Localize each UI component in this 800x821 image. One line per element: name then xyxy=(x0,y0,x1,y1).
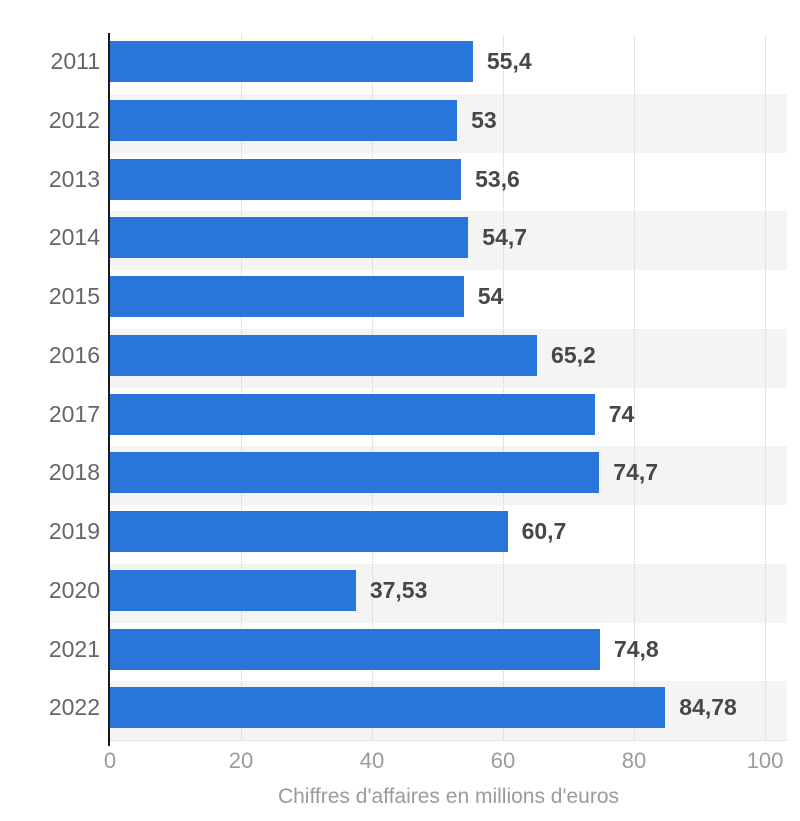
bar-2013[interactable] xyxy=(110,158,462,200)
chart-row: 2012 53 xyxy=(0,93,800,153)
category-label: 2014 xyxy=(48,224,100,251)
category-label: 2016 xyxy=(48,341,100,368)
chart-row: 2017 74 xyxy=(0,388,800,447)
value-label: 53 xyxy=(471,106,497,133)
chart-row: 2016 65,2 xyxy=(0,328,800,388)
value-label: 84,78 xyxy=(679,694,737,721)
gridline xyxy=(241,35,242,740)
chart-row: 2020 37,53 xyxy=(0,563,800,623)
value-label: 37,53 xyxy=(369,576,428,603)
x-axis-baseline xyxy=(110,740,787,741)
category-label: 2020 xyxy=(48,576,100,603)
value-label: 55,4 xyxy=(486,48,532,74)
gridline xyxy=(634,35,635,740)
category-label: 2021 xyxy=(48,635,100,662)
bar-2022[interactable] xyxy=(110,687,666,729)
x-tick-label: 60 xyxy=(490,748,516,773)
chart-row: 2014 54,7 xyxy=(0,211,800,270)
category-label: 2019 xyxy=(48,518,100,544)
bar-2015[interactable] xyxy=(110,276,464,317)
chart-row: 2018 74,7 xyxy=(0,446,800,505)
gridline xyxy=(765,35,766,740)
category-label: 2017 xyxy=(48,400,100,427)
value-label: 74,7 xyxy=(613,459,659,486)
value-label: 54,7 xyxy=(482,224,528,251)
x-tick-label: 40 xyxy=(359,748,385,773)
x-tick-label: 100 xyxy=(746,748,784,773)
bar-2020[interactable] xyxy=(110,569,356,611)
bar-2011[interactable] xyxy=(110,41,473,82)
chart-row: 2013 53,6 xyxy=(0,153,800,212)
value-label: 60,7 xyxy=(521,518,567,544)
bar-2017[interactable] xyxy=(110,393,595,435)
chart-row: 2019 60,7 xyxy=(0,505,800,564)
chart-row: 2021 74,8 xyxy=(0,623,800,682)
chart-row: 2015 54 xyxy=(0,270,800,329)
x-axis-title: Chiffres d'affaires en millions d'euros xyxy=(277,785,620,808)
category-label: 2022 xyxy=(48,694,100,721)
bar-2012[interactable] xyxy=(110,99,458,141)
value-label: 74,8 xyxy=(613,635,659,662)
value-label: 65,2 xyxy=(551,341,596,368)
value-label: 74 xyxy=(608,400,635,427)
bar-2019[interactable] xyxy=(110,511,508,552)
x-tick-label: 80 xyxy=(621,748,647,773)
bar-2018[interactable] xyxy=(110,452,600,494)
chart-row: 2011 55,4 xyxy=(0,35,800,94)
gridline xyxy=(503,35,504,740)
y-axis-line xyxy=(108,33,110,746)
gridline xyxy=(372,35,373,740)
value-label: 54 xyxy=(477,283,504,309)
x-tick-label: 20 xyxy=(228,748,254,773)
category-label: 2018 xyxy=(48,459,100,486)
chart-row: 2022 84,78 xyxy=(0,681,800,740)
category-label: 2015 xyxy=(48,283,100,309)
category-label: 2011 xyxy=(50,48,100,74)
category-label: 2012 xyxy=(48,106,100,133)
bar-2014[interactable] xyxy=(110,217,469,259)
bar-2021[interactable] xyxy=(110,628,600,670)
bar-2016[interactable] xyxy=(110,334,538,376)
category-label: 2013 xyxy=(48,165,100,192)
x-tick-label: 0 xyxy=(103,748,117,773)
value-label: 53,6 xyxy=(475,165,520,192)
